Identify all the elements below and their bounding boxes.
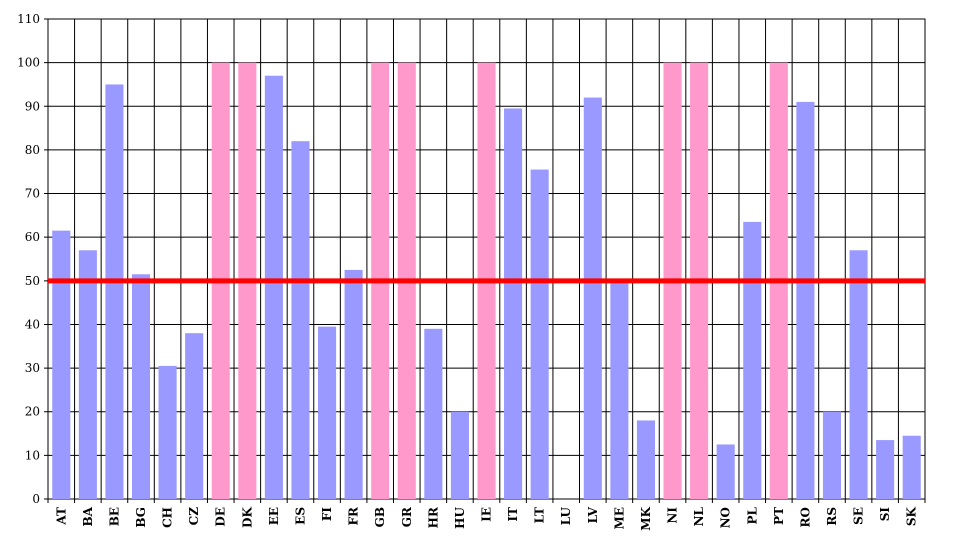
bar-me: [610, 278, 629, 499]
x-tick-label-hu: HU: [453, 506, 467, 528]
y-tick-label: 50: [25, 274, 40, 288]
y-tick-label: 90: [25, 99, 40, 113]
x-tick-label-ee: EE: [267, 507, 281, 525]
bar-fi: [318, 326, 337, 499]
bar-at: [52, 230, 71, 500]
bar-be: [105, 84, 124, 500]
y-tick-label: 80: [25, 143, 40, 157]
x-tick-label-fi: FI: [320, 507, 334, 522]
x-tick-label-lt: LT: [533, 507, 547, 523]
x-tick-label-lv: LV: [586, 506, 600, 523]
bar-ro: [796, 101, 815, 499]
bar-hu: [450, 411, 469, 499]
y-axis-ticks: 0 10 20 30 40 50 60 70 80 90 100 110: [17, 12, 40, 506]
x-tick-label-me: ME: [612, 507, 626, 529]
bar-ee: [264, 75, 283, 500]
x-tick-label-ni: NI: [666, 507, 680, 524]
x-axis-ticks: AT BA BE BG CH CZ DE DK EE ES FI FR GB GR HR HU IE IT LT LU…: [54, 506, 918, 531]
x-tick-label-gr: GR: [400, 506, 414, 527]
x-tick-label-at: AT: [54, 507, 68, 526]
x-tick-label-dk: DK: [240, 506, 254, 527]
bar-si: [876, 440, 895, 499]
x-tick-label-ba: BA: [81, 506, 95, 526]
x-tick-label-de: DE: [214, 507, 228, 527]
y-tick-label: 100: [17, 56, 40, 70]
x-tick-label-lu: LU: [559, 506, 573, 525]
x-tick-label-it: IT: [506, 507, 520, 522]
x-tick-label-ch: CH: [161, 507, 175, 528]
x-tick-label-nl: NL: [692, 506, 706, 526]
x-tick-label-cz: CZ: [187, 507, 201, 526]
x-tick-label-es: ES: [293, 507, 307, 525]
bar-mk: [636, 420, 655, 499]
bar-fr: [344, 269, 363, 499]
x-tick-label-si: SI: [878, 507, 892, 522]
x-tick-label-fr: FR: [347, 506, 361, 526]
bar-hr: [424, 328, 443, 499]
bar-it: [504, 108, 523, 500]
bar-se: [849, 250, 868, 499]
x-tick-label-ie: IE: [480, 507, 494, 522]
bar-bg: [131, 274, 151, 499]
bar-no: [716, 444, 735, 499]
bar-lt: [530, 169, 549, 499]
y-tick-label: 0: [32, 492, 40, 506]
x-tick-label-hr: HR: [426, 506, 440, 528]
x-tick-label-rs: RS: [825, 507, 839, 526]
bar-ch: [158, 365, 177, 499]
x-tick-label-se: SE: [852, 507, 866, 525]
x-tick-label-gb: GB: [373, 507, 387, 527]
x-tick-label-sk: SK: [905, 506, 919, 526]
x-tick-label-be: BE: [107, 507, 121, 526]
y-tick-label: 20: [25, 405, 40, 419]
x-tick-label-pl: PL: [745, 506, 759, 524]
bar-lv: [583, 97, 602, 499]
bar-ba: [78, 250, 97, 499]
x-tick-label-bg: BG: [134, 507, 148, 528]
y-tick-label: 10: [25, 448, 40, 462]
bar-es: [291, 141, 310, 499]
bar-rs: [822, 411, 842, 499]
y-tick-label: 110: [17, 12, 40, 26]
x-tick-label-ro: RO: [798, 507, 812, 527]
x-tick-label-no: NO: [719, 507, 733, 528]
bar-pl: [743, 221, 762, 499]
y-tick-label: 30: [25, 361, 40, 375]
bar-cz: [185, 333, 204, 499]
bar-sk: [902, 435, 921, 499]
y-tick-label: 60: [25, 230, 40, 244]
y-tick-label: 40: [25, 317, 40, 331]
x-tick-label-pt: PT: [772, 507, 786, 525]
x-tick-label-mk: MK: [639, 506, 653, 530]
y-tick-label: 70: [25, 187, 40, 201]
